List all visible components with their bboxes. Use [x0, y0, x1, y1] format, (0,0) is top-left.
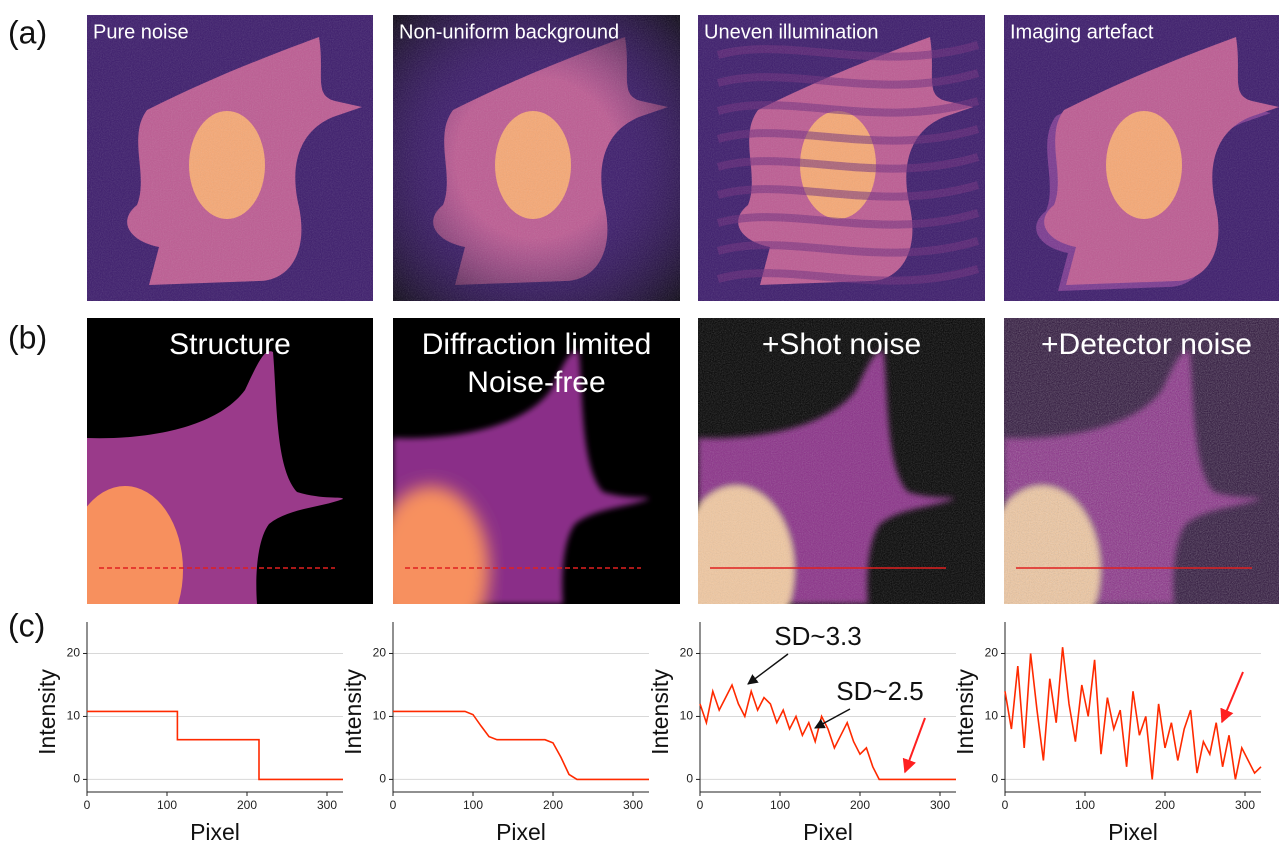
x-tick-label: 0 [697, 798, 704, 812]
y-axis-label: Intensity [340, 669, 366, 755]
nucleus [67, 486, 183, 654]
annotation: SD~2.5 [836, 676, 923, 706]
x-tick-label: 300 [623, 798, 643, 812]
image-label: Imaging artefact [1010, 21, 1154, 43]
nucleus [373, 486, 489, 654]
annotation: SD~3.3 [774, 621, 861, 651]
x-tick-label: 0 [1002, 798, 1009, 812]
panel-content [67, 318, 373, 654]
y-axis-label: Intensity [952, 669, 978, 755]
x-axis-label: Pixel [1108, 819, 1158, 845]
y-tick-label: 20 [67, 646, 81, 660]
image-panel: +Detector noise [984, 318, 1279, 654]
panel-label: (b) [8, 319, 47, 355]
y-tick-label: 20 [373, 646, 387, 660]
x-tick-label: 100 [770, 798, 790, 812]
series-line [87, 711, 343, 779]
y-tick-label: 0 [73, 772, 80, 786]
figure: Pure noise Non-uniform background Uneven i… [0, 0, 1279, 849]
y-tick-label: 0 [379, 772, 386, 786]
x-tick-label: 100 [157, 798, 177, 812]
x-axis-label: Pixel [803, 819, 853, 845]
noise [87, 15, 373, 301]
image-panels: Pure noise Non-uniform background Uneven i… [67, 15, 1279, 654]
y-tick-label: 10 [680, 709, 694, 723]
panel-content [984, 318, 1279, 654]
image-label: Structure [169, 328, 291, 361]
image-panel: Diffraction limited Noise-free [373, 318, 680, 654]
x-tick-label: 0 [84, 798, 91, 812]
noise [1004, 15, 1279, 301]
series-line [1005, 647, 1261, 779]
noise [393, 15, 680, 301]
image-label: +Detector noise [1041, 328, 1252, 361]
image-label: Pure noise [93, 21, 189, 43]
image-panel: Imaging artefact [1004, 15, 1279, 301]
y-tick-label: 10 [985, 709, 999, 723]
image-panel: Uneven illumination [698, 15, 985, 301]
image-panel: Pure noise [87, 15, 373, 301]
x-tick-label: 200 [850, 798, 870, 812]
highlight-arrow [1222, 672, 1243, 722]
x-tick-label: 300 [1235, 798, 1255, 812]
image-panel: Structure [67, 318, 373, 654]
image-panel: Non-uniform background [393, 15, 680, 301]
y-tick-label: 20 [680, 646, 694, 660]
panel-content [393, 15, 680, 301]
y-tick-label: 10 [373, 709, 387, 723]
y-tick-label: 0 [686, 772, 693, 786]
image-label: Diffraction limited [422, 328, 652, 361]
image-panel: +Shot noise [678, 318, 985, 654]
x-axis-label: Pixel [190, 819, 240, 845]
x-tick-label: 200 [237, 798, 257, 812]
panel-content [1004, 15, 1279, 301]
x-tick-label: 300 [930, 798, 950, 812]
x-tick-label: 200 [1155, 798, 1175, 812]
noise [698, 15, 985, 301]
highlight-arrow [905, 718, 925, 772]
panel-label: (a) [8, 14, 47, 50]
panel-content [678, 318, 985, 654]
image-label: Non-uniform background [399, 21, 619, 43]
x-tick-label: 0 [390, 798, 397, 812]
x-tick-label: 200 [543, 798, 563, 812]
image-label: Noise-free [467, 366, 605, 399]
annotation-arrow [748, 654, 788, 684]
x-tick-label: 100 [463, 798, 483, 812]
series-line [393, 711, 649, 779]
x-tick-label: 100 [1075, 798, 1095, 812]
image-label: Uneven illumination [704, 21, 879, 43]
y-tick-label: 10 [67, 709, 81, 723]
image-label: +Shot noise [762, 328, 921, 361]
panel-content [87, 15, 373, 301]
y-axis-label: Intensity [34, 669, 60, 755]
panel-label: (c) [8, 607, 45, 643]
panel-content [698, 15, 985, 301]
y-tick-label: 0 [991, 772, 998, 786]
x-tick-label: 300 [317, 798, 337, 812]
y-axis-label: Intensity [647, 669, 673, 755]
y-tick-label: 20 [985, 646, 999, 660]
x-axis-label: Pixel [496, 819, 546, 845]
